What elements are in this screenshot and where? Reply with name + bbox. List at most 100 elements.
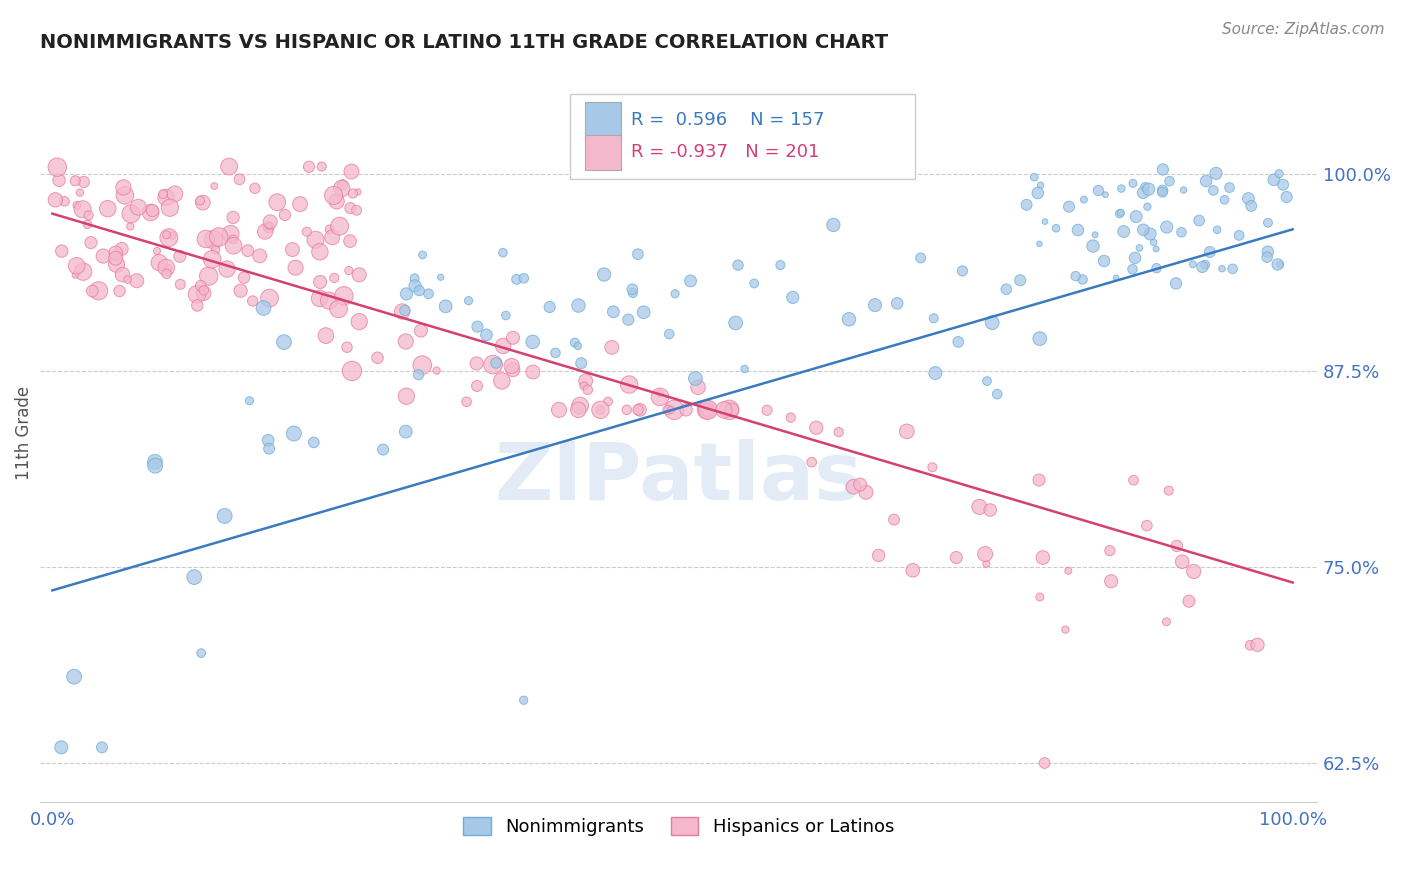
Point — [1267, 257, 1289, 271]
Point — [664, 402, 686, 417]
Point — [114, 188, 136, 202]
Point — [742, 277, 765, 291]
Point — [65, 174, 87, 188]
Point — [1270, 257, 1292, 271]
Point — [1033, 756, 1056, 770]
Point — [257, 219, 280, 233]
Point — [412, 248, 434, 262]
Point — [1125, 210, 1147, 224]
Point — [1164, 277, 1187, 291]
Point — [505, 272, 527, 286]
Bar — [585, 102, 621, 137]
Point — [322, 188, 344, 202]
Point — [1152, 184, 1174, 198]
Point — [1010, 273, 1032, 287]
Point — [512, 693, 534, 707]
Point — [1094, 187, 1116, 202]
Point — [657, 402, 679, 417]
Point — [922, 311, 945, 326]
Point — [1132, 186, 1154, 200]
Point — [183, 570, 205, 584]
Point — [576, 383, 599, 397]
Text: NONIMMIGRANTS VS HISPANIC OR LATINO 11TH GRADE CORRELATION CHART: NONIMMIGRANTS VS HISPANIC OR LATINO 11TH… — [39, 33, 889, 52]
Point — [1045, 221, 1067, 235]
Point — [229, 284, 252, 298]
Point — [567, 339, 589, 353]
Point — [148, 255, 170, 269]
Point — [1108, 207, 1130, 221]
Point — [569, 356, 592, 370]
Point — [724, 316, 747, 330]
Point — [190, 646, 212, 660]
Point — [44, 193, 66, 207]
Point — [1122, 473, 1144, 487]
Point — [404, 271, 426, 285]
Point — [633, 305, 655, 319]
Point — [1156, 220, 1178, 235]
Point — [976, 374, 998, 388]
Point — [155, 227, 177, 242]
Point — [491, 374, 513, 388]
Point — [252, 301, 274, 315]
Point — [1111, 181, 1133, 195]
Point — [340, 164, 363, 178]
Point — [886, 296, 908, 310]
Text: Source: ZipAtlas.com: Source: ZipAtlas.com — [1222, 22, 1385, 37]
Point — [146, 244, 169, 258]
Point — [1057, 564, 1080, 578]
Point — [1211, 261, 1233, 276]
Point — [756, 403, 779, 417]
Point — [125, 274, 148, 288]
Point — [336, 340, 359, 354]
FancyBboxPatch shape — [569, 94, 915, 179]
Point — [896, 425, 918, 439]
Point — [849, 477, 872, 491]
Point — [1268, 167, 1291, 181]
Point — [718, 402, 741, 417]
Point — [1198, 244, 1220, 259]
Point — [201, 252, 224, 267]
Point — [325, 194, 347, 209]
Point — [727, 258, 749, 272]
Point — [65, 268, 87, 282]
Point — [974, 547, 997, 561]
Point — [259, 291, 281, 305]
Point — [434, 299, 457, 313]
Point — [1105, 270, 1128, 285]
Bar — [585, 135, 621, 170]
Point — [72, 202, 94, 217]
Point — [273, 335, 295, 350]
Point — [1191, 260, 1213, 274]
Point — [308, 244, 330, 259]
Point — [1237, 192, 1260, 206]
Point — [339, 234, 361, 248]
Point — [593, 268, 616, 282]
Point — [395, 389, 418, 403]
Point — [1029, 332, 1052, 346]
Text: R =  0.596    N = 157: R = 0.596 N = 157 — [631, 111, 825, 128]
Point — [426, 363, 449, 377]
Point — [160, 228, 183, 243]
Point — [111, 268, 134, 282]
Point — [281, 243, 304, 257]
Point — [242, 293, 264, 308]
Point — [1152, 162, 1174, 177]
Point — [190, 278, 212, 293]
Point — [408, 368, 430, 382]
Point — [981, 316, 1004, 330]
Point — [492, 245, 515, 260]
Point — [567, 402, 589, 417]
Point — [329, 219, 352, 234]
Point — [910, 251, 932, 265]
Point — [163, 186, 186, 201]
Point — [156, 261, 179, 276]
Point — [522, 334, 544, 349]
Point — [159, 201, 181, 215]
Point — [456, 394, 478, 409]
Point — [502, 331, 524, 345]
Point — [467, 319, 489, 334]
Point — [648, 390, 671, 404]
Point — [1029, 178, 1052, 193]
Point — [72, 265, 94, 279]
Point — [318, 222, 340, 236]
